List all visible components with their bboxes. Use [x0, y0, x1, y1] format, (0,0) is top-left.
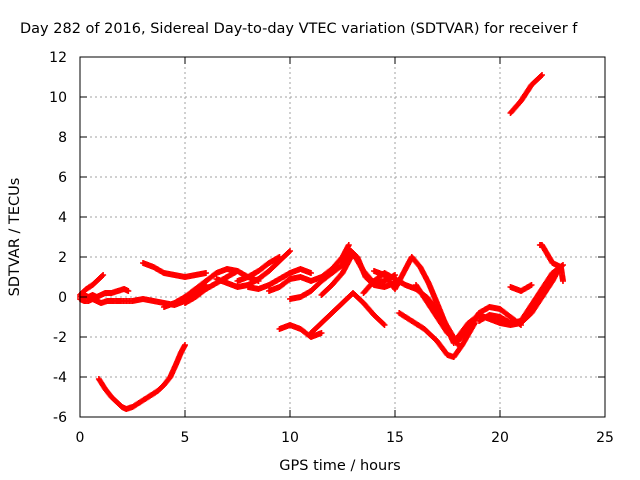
data-point	[381, 322, 388, 328]
x-tick-label: 20	[491, 430, 509, 446]
y-tick-label: 6	[58, 170, 67, 186]
data-point	[125, 288, 132, 294]
data-point	[234, 268, 241, 274]
data-point	[537, 73, 544, 79]
y-tick-label: 8	[58, 130, 67, 146]
data-point	[285, 249, 292, 255]
data-point	[287, 248, 293, 254]
data-point	[318, 330, 325, 336]
y-tick-label: -6	[53, 410, 67, 426]
y-tick-label: -2	[53, 330, 67, 346]
y-tick-label: 2	[58, 250, 67, 266]
grid-lines	[80, 57, 605, 417]
data-point	[100, 272, 107, 278]
x-tick-label: 25	[596, 430, 614, 446]
axis-ticks: 0 5 10 15 20 25 -6 -4 -2 0 2 4 6 8 10 12	[49, 50, 614, 446]
x-tick-label: 0	[76, 430, 85, 446]
y-tick-label: 12	[49, 50, 67, 66]
data-point	[528, 282, 535, 288]
plot-frame	[79, 56, 606, 418]
data-point	[380, 321, 387, 327]
y-tick-label: 4	[58, 210, 67, 226]
data-point	[276, 254, 283, 260]
x-tick-label: 15	[386, 430, 404, 446]
data-point	[99, 273, 106, 279]
x-tick-label: 10	[281, 430, 299, 446]
data-point	[560, 278, 566, 284]
data-point	[203, 270, 209, 276]
x-tick-label: 5	[181, 430, 190, 446]
y-axis-label: SDTVAR / TECUs	[7, 178, 23, 297]
data-points	[77, 72, 566, 412]
chart-title: Day 282 of 2016, Sidereal Day-to-day VTE…	[20, 21, 578, 37]
y-tick-label: 10	[49, 90, 67, 106]
y-tick-label: 0	[58, 290, 67, 306]
data-point	[308, 270, 314, 276]
data-point	[539, 72, 545, 78]
y-tick-label: -4	[53, 370, 67, 386]
x-axis-label: GPS time / hours	[279, 458, 400, 474]
data-point	[182, 342, 188, 348]
